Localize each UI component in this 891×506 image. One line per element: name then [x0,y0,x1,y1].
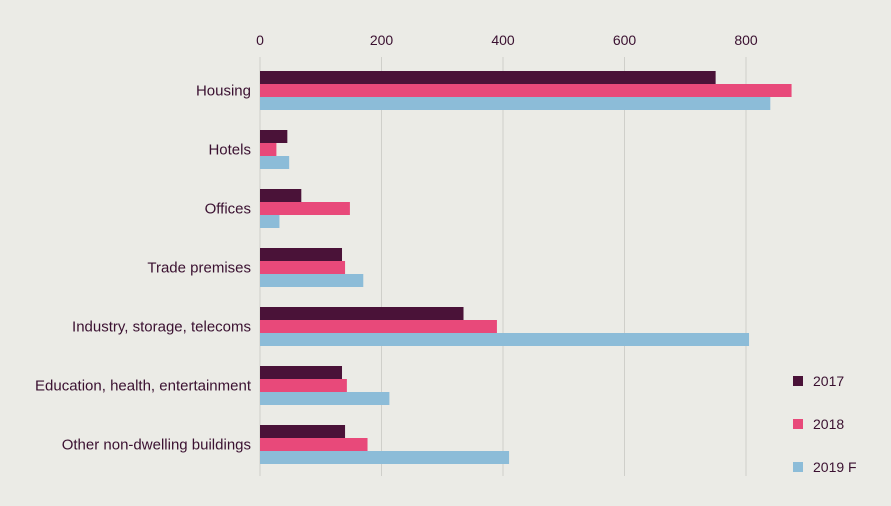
bar-offices-2018 [260,202,350,215]
legend-label: 2018 [813,416,844,432]
bar-education-health-entertainment-2017 [260,366,343,379]
bar-industry-storage-telecoms-2018 [260,320,497,333]
x-tick-label: 200 [370,32,394,48]
category-label: Hotels [208,142,251,159]
bar-industry-storage-telecoms-2017 [260,307,464,320]
category-label: Education, health, entertainment [35,378,252,395]
category-label: Industry, storage, telecoms [72,319,251,336]
category-label: Trade premises [147,260,251,277]
bar-hotels-2017 [260,130,288,143]
category-label: Other non-dwelling buildings [62,437,251,454]
bars [260,71,792,464]
bar-housing-2019-f [260,97,771,110]
bar-offices-2019-f [260,215,280,228]
x-tick-label: 800 [734,32,758,48]
bar-trade-premises-2018 [260,261,346,274]
category-labels: Housing Hotels Offices Trade premises Indust… [35,83,252,454]
category-label: Housing [196,83,251,100]
bar-education-health-entertainment-2019-f [260,392,390,405]
bar-other-non-dwelling-buildings-2017 [260,425,346,438]
bar-hotels-2018 [260,143,277,156]
category-label: Offices [205,201,251,218]
bar-industry-storage-telecoms-2019-f [260,333,750,346]
x-tick-label: 600 [613,32,637,48]
legend-swatch-2018 [793,419,803,429]
bar-trade-premises-2019-f [260,274,364,287]
gridlines [259,57,747,476]
bar-housing-2017 [260,71,716,84]
legend-label: 2019 F [813,459,857,475]
bar-other-non-dwelling-buildings-2018 [260,438,368,451]
legend: 2017 2018 2019 F [793,373,857,475]
bar-offices-2017 [260,189,302,202]
bar-education-health-entertainment-2018 [260,379,347,392]
x-axis-ticks: 0 200 400 600 800 [256,32,758,48]
legend-swatch-2019-f [793,462,803,472]
x-tick-label: 400 [491,32,515,48]
bar-trade-premises-2017 [260,248,343,261]
x-tick-label: 0 [256,32,264,48]
legend-swatch-2017 [793,376,803,386]
bar-hotels-2019-f [260,156,290,169]
bar-housing-2018 [260,84,792,97]
bar-other-non-dwelling-buildings-2019-f [260,451,510,464]
legend-label: 2017 [813,373,844,389]
